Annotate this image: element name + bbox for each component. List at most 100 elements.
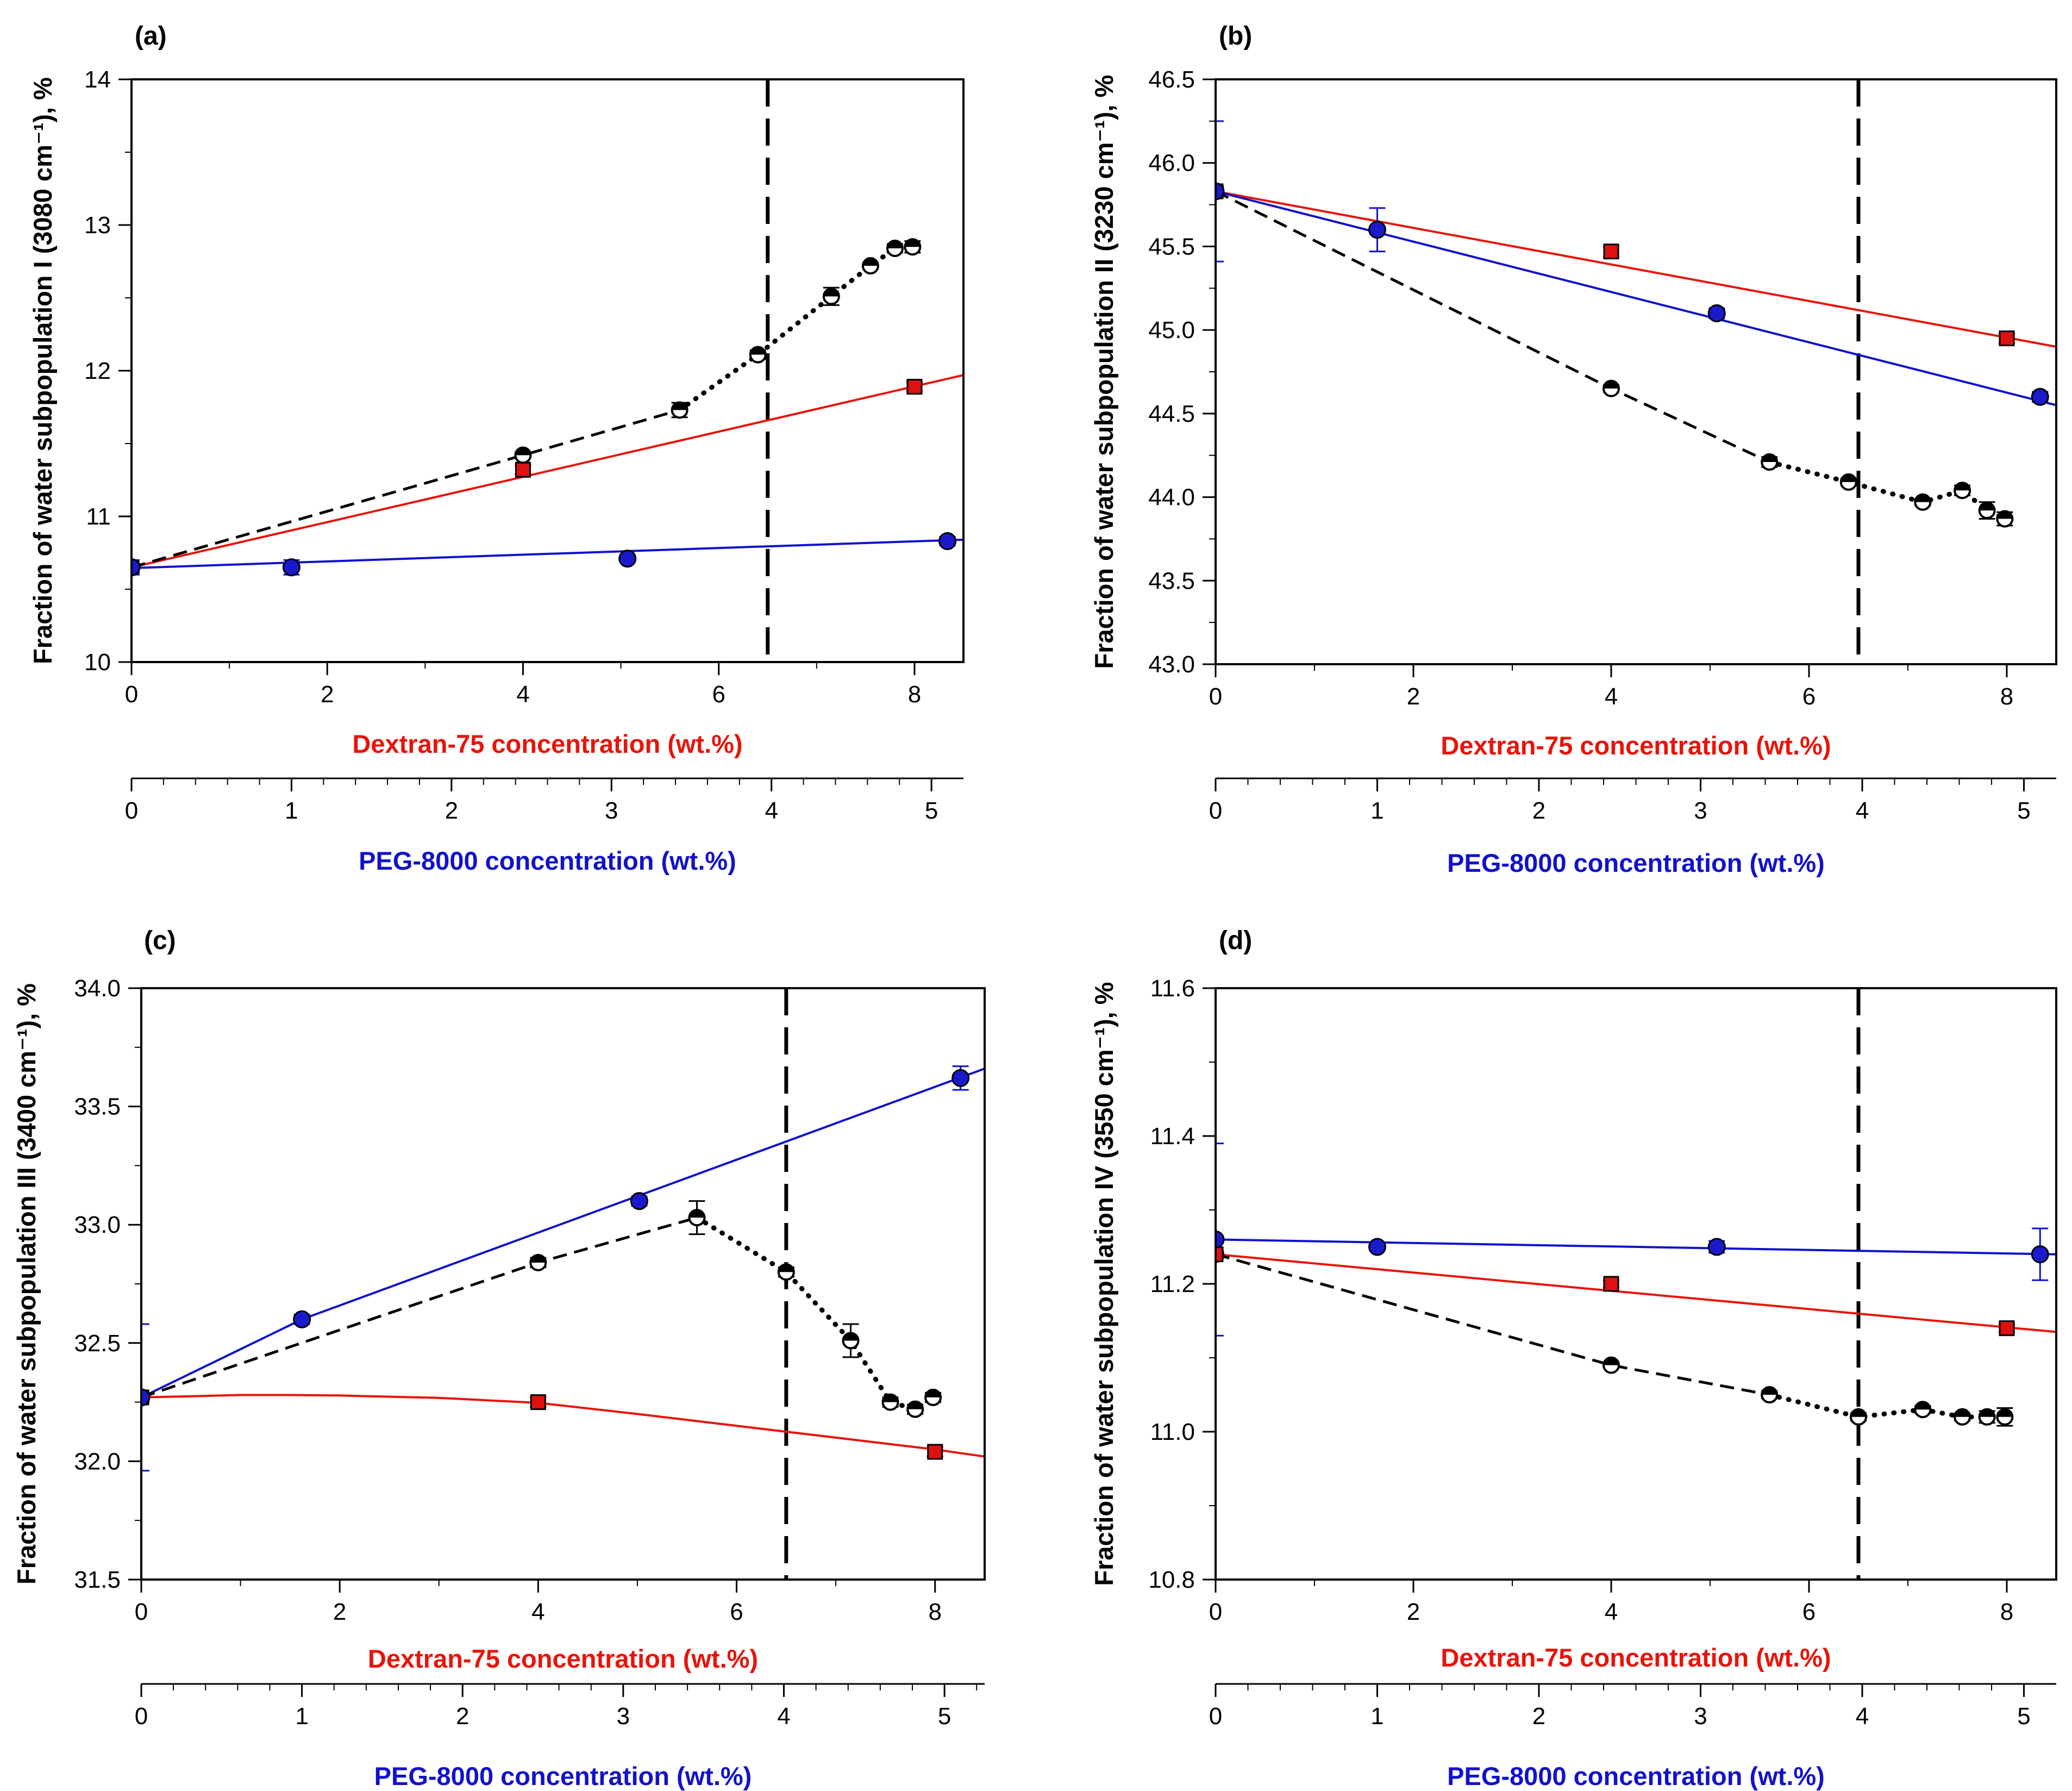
y-tick-label: 44.5 — [1148, 401, 1195, 427]
y-tick-label: 34.0 — [74, 975, 121, 1002]
mixture-point-fill — [1955, 1409, 1970, 1417]
y-tick-label: 33.5 — [74, 1094, 121, 1120]
x-tick-label: 0 — [125, 681, 138, 708]
peg-point — [2031, 1245, 2049, 1264]
x-tick-label: 0 — [135, 1599, 148, 1625]
peg-point — [2031, 388, 2049, 406]
panel-label: (a) — [135, 22, 167, 51]
y-tick-label: 43.0 — [1148, 651, 1195, 678]
mixture-point-fill — [530, 1255, 546, 1263]
mixture-point-fill — [1604, 380, 1619, 389]
peg-tick-label: 3 — [605, 797, 618, 824]
peg-point — [282, 558, 301, 577]
mixture-point-fill — [1915, 1402, 1931, 1410]
dextran-fit-line — [1216, 1253, 2056, 1333]
y-tick-label: 46.5 — [1148, 66, 1195, 93]
peg-point — [293, 1310, 311, 1328]
dextran-fit-line — [1216, 190, 2056, 348]
peg-tick-label: 0 — [1209, 1703, 1222, 1730]
y-tick-label: 10.8 — [1148, 1567, 1195, 1593]
x-axis-title-dextran: Dextran-75 concentration (wt.%) — [368, 1644, 758, 1673]
peg-tick-label: 0 — [1209, 797, 1222, 824]
x-tick-label: 8 — [2000, 1599, 2013, 1625]
dextran-point — [1999, 1320, 2015, 1337]
peg-tick-label: 3 — [1694, 1703, 1707, 1730]
peg-tick-label: 4 — [1856, 797, 1869, 824]
peg-tick-label: 5 — [938, 1703, 951, 1730]
y-tick-label: 12 — [84, 358, 111, 384]
mixture-point-fill — [843, 1333, 859, 1341]
mixture-dotted-line — [694, 1215, 936, 1412]
dextran-point — [515, 461, 531, 478]
mixture-point-fill — [1762, 1387, 1777, 1395]
x-tick-label: 6 — [712, 681, 725, 708]
plot-frame — [130, 78, 965, 663]
plot-frame — [1215, 987, 2057, 1581]
x-axis-title-dextran: Dextran-75 concentration (wt.%) — [1441, 1643, 1831, 1672]
x-tick-label: 2 — [1407, 1599, 1420, 1625]
mixture-point-fill — [882, 1394, 898, 1402]
peg-point — [938, 532, 957, 551]
peg-fit-line — [141, 1068, 985, 1399]
x-tick-label: 2 — [1407, 683, 1420, 710]
peg-tick-label: 1 — [295, 1703, 308, 1730]
mixture-point-fill — [925, 1389, 941, 1397]
x-tick-label: 4 — [1605, 683, 1618, 710]
panel-c: (c) 31.5 32.0 32.5 33.0 33.5 34.0 0 2 4 6 8 Dextran-… — [12, 926, 986, 1790]
plot-frame — [140, 987, 986, 1581]
x-tick-label: 2 — [333, 1599, 346, 1625]
dextran-point — [1999, 330, 2015, 347]
y-tick-label: 13 — [84, 212, 111, 239]
y-tick-label: 11 — [86, 503, 111, 530]
x-tick-label: 4 — [1605, 1599, 1618, 1625]
dextran-point — [1603, 244, 1619, 260]
peg-tick-label: 4 — [777, 1703, 790, 1730]
dextran-fit-line — [141, 1394, 985, 1458]
y-tick-label: 45.5 — [1148, 233, 1195, 260]
peg-tick-label: 1 — [1370, 1703, 1384, 1730]
peg-point — [1368, 221, 1386, 239]
mixture-point-fill — [515, 447, 531, 455]
y-tick-label: 14 — [84, 66, 111, 93]
mixture-point-fill — [1604, 1357, 1619, 1365]
mixture-dashed-line — [141, 1216, 698, 1399]
y-tick-label: 32.0 — [74, 1448, 121, 1475]
peg-fit-line — [1216, 1238, 2056, 1256]
mixture-point-fill — [1851, 1409, 1866, 1417]
y-tick-label: 44.0 — [1148, 484, 1195, 511]
y-tick-label: 11.6 — [1150, 975, 1195, 1002]
mixture-point-fill — [1979, 1409, 1995, 1417]
dextran-point — [1216, 1246, 1224, 1263]
dextran-fit-line — [132, 374, 963, 569]
peg-tick-label: 3 — [1694, 797, 1707, 824]
peg-tick-label: 1 — [1370, 797, 1384, 824]
peg-point — [1216, 1230, 1225, 1249]
y-axis-title: Fraction of water subpopulation III (340… — [12, 983, 41, 1584]
mixture-point-fill — [862, 258, 878, 266]
x-tick-label: 8 — [928, 1599, 941, 1625]
mixture-point-fill — [672, 402, 687, 410]
plot-area — [132, 79, 963, 662]
peg-tick-label: 5 — [925, 797, 938, 824]
mixture-point-fill — [778, 1264, 794, 1272]
y-tick-label: 43.5 — [1148, 567, 1195, 594]
panel-b: (b) 43.0 43.5 44.0 44.5 45.0 45.5 46.0 46.5 0 2 4 6 8… — [1090, 22, 2057, 877]
peg-tick-label: 5 — [2017, 1703, 2030, 1730]
y-tick-label: 33.0 — [74, 1212, 121, 1238]
peg-point — [630, 1192, 648, 1210]
mixture-point-fill — [689, 1210, 705, 1218]
plot-frame — [1215, 78, 2057, 665]
x-tick-label: 0 — [1209, 683, 1222, 710]
peg-tick-label: 0 — [135, 1703, 148, 1730]
x-tick-label: 8 — [2000, 683, 2013, 710]
mixture-dashed-line — [132, 408, 680, 569]
peg-tick-label: 0 — [125, 797, 138, 824]
mixture-point-fill — [887, 240, 903, 248]
peg-tick-label: 2 — [456, 1703, 469, 1730]
y-tick-label: 45.0 — [1148, 317, 1195, 344]
x-axis-title-peg: PEG-8000 concentration (wt.%) — [374, 1762, 752, 1790]
dextran-point — [1603, 1276, 1619, 1292]
peg-fit-line — [132, 538, 963, 570]
